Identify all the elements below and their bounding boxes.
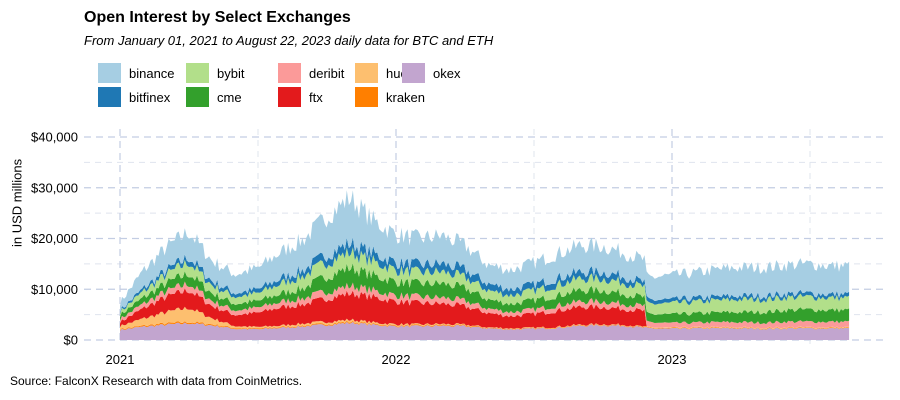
legend-swatch	[98, 87, 121, 107]
legend-label: okex	[433, 65, 461, 81]
y-tick-label: $10,000	[31, 282, 78, 297]
y-tick-label: $0	[64, 333, 78, 348]
legend-swatch	[186, 63, 209, 83]
legend-swatch	[355, 87, 378, 107]
legend-swatch	[355, 63, 378, 83]
x-tick-label: 2022	[382, 352, 411, 367]
x-tick-label: 2023	[658, 352, 687, 367]
chart-legend: binancebitfinexbybitcmederibitftxhuobikr…	[98, 62, 498, 110]
area-series-cme	[120, 263, 850, 325]
legend-label: cme	[217, 89, 242, 105]
area-series-huobi	[120, 306, 850, 331]
legend-item-ftx: ftx	[278, 86, 323, 108]
legend-item-bitfinex: bitfinex	[98, 86, 170, 108]
legend-label: deribit	[309, 65, 345, 81]
legend-swatch	[402, 63, 425, 83]
area-series-ftx	[120, 288, 850, 329]
legend-item-okex: okex	[402, 62, 460, 84]
y-tick-label: $40,000	[31, 130, 78, 145]
legend-item-cme: cme	[186, 86, 242, 108]
legend-label: bitfinex	[129, 89, 171, 105]
legend-label: kraken	[386, 89, 426, 105]
legend-label: binance	[129, 65, 175, 81]
legend-swatch	[98, 63, 121, 83]
area-series-okex	[120, 321, 850, 340]
legend-item-bybit: bybit	[186, 62, 244, 84]
legend-swatch	[278, 87, 301, 107]
chart-subtitle: From January 01, 2021 to August 22, 2023…	[84, 33, 494, 48]
chart-title: Open Interest by Select Exchanges	[84, 9, 351, 26]
legend-label: bybit	[217, 65, 245, 81]
legend-item-binance: binance	[98, 62, 175, 84]
y-tick-label: $20,000	[31, 231, 78, 246]
legend-item-deribit: deribit	[278, 62, 344, 84]
area-series-kraken	[120, 320, 850, 331]
chart-caption: Source: FalconX Research with data from …	[10, 374, 303, 388]
legend-item-kraken: kraken	[355, 86, 425, 108]
x-tick-label: 2021	[106, 352, 135, 367]
area-series-deribit	[120, 281, 850, 329]
legend-swatch	[186, 87, 209, 107]
legend-label: ftx	[309, 89, 323, 105]
area-series-binance	[120, 190, 850, 313]
y-tick-label: $30,000	[31, 180, 78, 195]
legend-swatch	[278, 63, 301, 83]
